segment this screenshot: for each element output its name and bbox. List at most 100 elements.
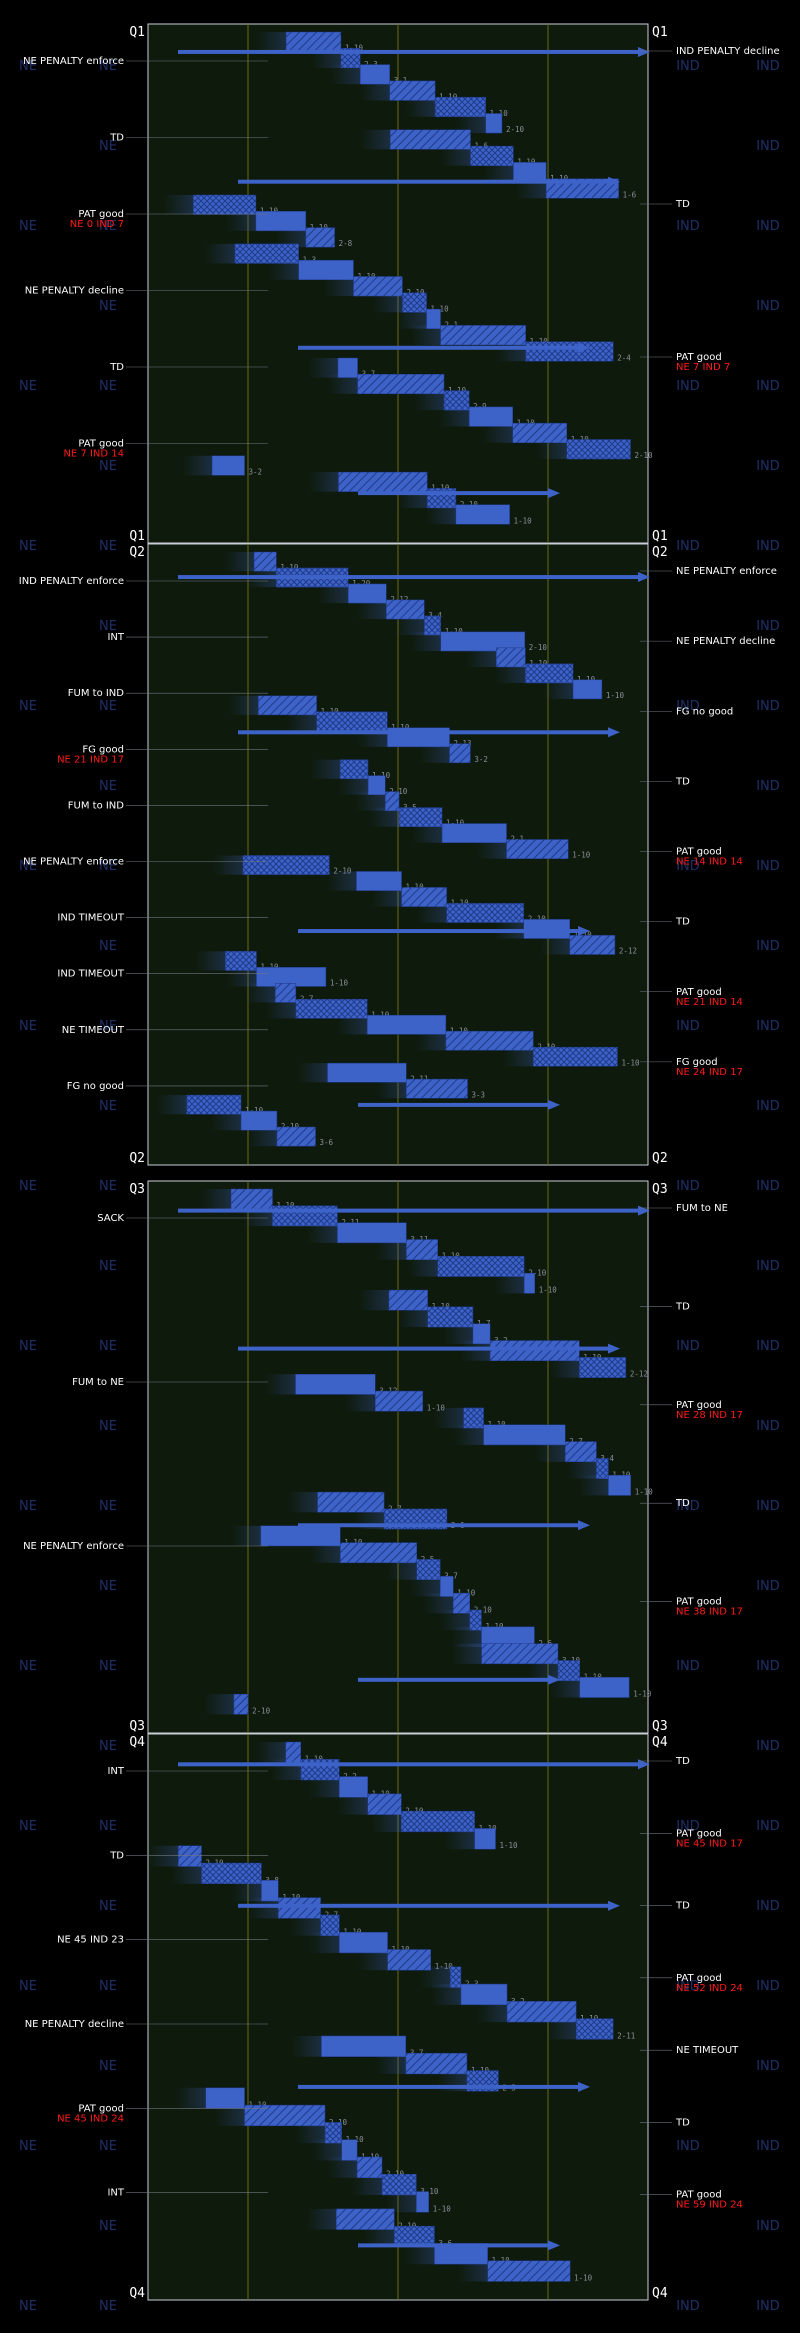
play-motion-trail: [455, 113, 486, 134]
play-motion-trail: [369, 807, 400, 827]
team-watermark: IND: [676, 2139, 700, 2154]
event-label: NE PENALTY decline: [25, 286, 124, 297]
kick-arrow-shaft: [298, 1523, 578, 1528]
play-bar: [474, 1828, 496, 1850]
event-label: TD: [109, 1850, 124, 1861]
team-watermark: NE: [19, 699, 37, 714]
play-bar: [340, 1542, 417, 1564]
kick-arrow-head: [608, 1343, 620, 1354]
play-motion-trail: [396, 309, 427, 329]
team-watermark: IND: [756, 1019, 780, 1034]
play-motion-trail: [224, 552, 255, 572]
kick-arrow-head: [608, 727, 620, 738]
play-motion-trail: [212, 855, 243, 875]
play-bar: [446, 903, 524, 923]
play-motion-trail: [310, 759, 341, 779]
play-motion-trail: [287, 1492, 318, 1513]
down-distance-label: 1-10: [260, 962, 279, 971]
down-distance-label: 1-10: [633, 1690, 652, 1699]
kick-arrow-shaft: [298, 345, 578, 350]
team-watermark: NE: [19, 1179, 37, 1194]
play-motion-trail: [386, 1559, 417, 1580]
event-label: TD: [675, 199, 690, 210]
down-distance-label: 1-10: [427, 1403, 446, 1412]
play-motion-trail: [439, 1609, 470, 1631]
play-bar: [455, 504, 510, 525]
event-label: PAT good: [676, 1828, 722, 1839]
play-bar: [244, 2104, 326, 2127]
play-motion-trail: [405, 97, 436, 117]
team-watermark: NE: [99, 1819, 117, 1834]
event-label: PAT good: [676, 847, 722, 858]
down-distance-label: 1-10: [500, 1841, 519, 1850]
team-watermark: NE: [99, 1739, 117, 1754]
play-motion-trail: [477, 2001, 508, 2023]
play-motion-trail: [444, 1828, 475, 1850]
score-label: NE 7 IND 14: [63, 449, 124, 460]
play-motion-trail: [494, 1273, 525, 1294]
play-bar: [575, 2018, 614, 2040]
play-bar: [405, 2052, 468, 2075]
kick-arrow-shaft: [238, 1903, 608, 1908]
play-motion-trail: [327, 2156, 358, 2178]
down-distance-label: 2-4: [617, 353, 631, 362]
event-label: PAT good: [78, 209, 124, 220]
play-bar: [445, 1030, 534, 1051]
kick-arrow-head: [578, 1520, 590, 1531]
team-watermark: NE: [99, 539, 117, 554]
play-motion-trail: [310, 1542, 341, 1563]
event-label: PAT good: [676, 352, 722, 363]
play-bar: [569, 935, 616, 955]
play-motion-trail: [453, 1424, 484, 1445]
team-watermark: IND: [676, 379, 700, 394]
down-distance-label: 2-10: [634, 451, 653, 460]
quarter-label: Q3: [129, 1182, 145, 1197]
play-motion-trail: [539, 935, 570, 955]
team-watermark: NE: [99, 619, 117, 634]
event-label: FUM to IND: [68, 688, 125, 699]
score-label: NE 45 IND 24: [57, 2113, 124, 2124]
score-label: NE 52 IND 24: [676, 1983, 743, 1994]
quarter-label: Q2: [652, 1151, 668, 1166]
play-motion-trail: [425, 504, 456, 525]
play-motion-trail: [214, 2105, 245, 2126]
kick-arrow-head: [638, 46, 650, 57]
team-watermark: NE: [99, 1019, 117, 1034]
down-distance-label: 1-10: [635, 1487, 654, 1496]
play-bar: [317, 1491, 385, 1513]
down-distance-label: 1-10: [574, 931, 593, 940]
play-bar: [579, 1677, 630, 1698]
score-label: NE 28 IND 17: [676, 1410, 743, 1421]
down-distance-label: 1-10: [606, 691, 625, 700]
down-distance-label: 2-11: [617, 2031, 635, 2040]
event-label: PAT good: [78, 2103, 124, 2114]
play-bar: [211, 455, 245, 476]
play-motion-trail: [357, 1949, 388, 1971]
down-distance-label: 1-10: [406, 883, 425, 892]
team-watermarks: NE NE IND IND NE IND NE NE IND IND NE IND NE NE IND IND…: [19, 59, 780, 2314]
down-distance-label: 2-7: [300, 994, 314, 1003]
down-distance-label: 1-10: [445, 627, 464, 636]
team-watermark: IND: [756, 459, 780, 474]
down-distance-label: 2-10: [281, 1122, 300, 1131]
play-bar: [375, 1390, 424, 1412]
play-motion-trail: [419, 743, 450, 763]
play-motion-trail: [268, 260, 299, 280]
team-watermark: NE: [99, 699, 117, 714]
play-bar: [193, 194, 257, 215]
kick-arrow-shaft: [298, 929, 578, 934]
play-motion-trail: [356, 599, 387, 620]
quarter-panel-q1: Q1Q1Q1Q11-102-33-11-101-102-101-61-101-1…: [23, 23, 780, 544]
play-bar: [295, 1373, 376, 1395]
play-bar: [487, 2260, 571, 2282]
play-motion-trail: [226, 967, 257, 987]
event-label: FUM to IND: [68, 800, 125, 811]
team-watermark: IND: [756, 1659, 780, 1674]
down-distance-label: 1-10: [529, 659, 548, 668]
play-motion-trail: [578, 1475, 609, 1496]
team-watermark: NE: [99, 939, 117, 954]
kick-arrow-shaft: [358, 1677, 548, 1682]
play-motion-trail: [306, 2208, 337, 2230]
team-watermark: NE: [99, 2059, 117, 2074]
team-watermark: IND: [756, 1419, 780, 1434]
